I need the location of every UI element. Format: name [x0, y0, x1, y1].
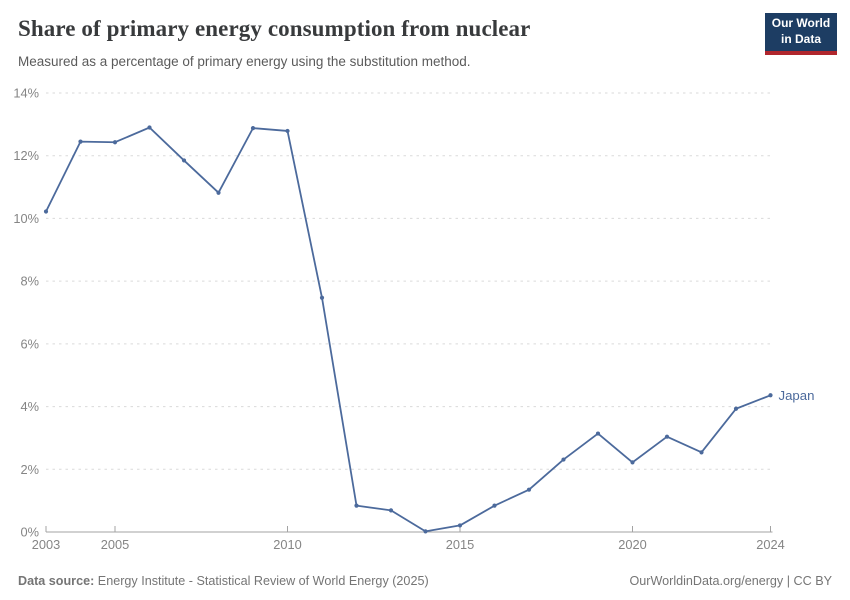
- series-end-label[interactable]: Japan: [779, 388, 815, 403]
- data-point[interactable]: [181, 158, 187, 163]
- data-point[interactable]: [112, 140, 118, 145]
- chart-title: Share of primary energy consumption from…: [18, 16, 531, 41]
- credit-link[interactable]: OurWorldinData.org/energy | CC BY: [629, 574, 832, 588]
- y-axis-tick-label: 8%: [21, 274, 40, 289]
- data-point[interactable]: [457, 523, 463, 528]
- data-point[interactable]: [43, 209, 49, 214]
- data-point[interactable]: [319, 295, 325, 300]
- x-axis-tick-label: 2003: [32, 537, 60, 552]
- data-point[interactable]: [354, 503, 359, 508]
- data-point[interactable]: [285, 128, 290, 134]
- chart-subtitle: Measured as a percentage of primary ener…: [18, 54, 471, 69]
- data-point[interactable]: [733, 406, 739, 411]
- y-axis-tick-label: 6%: [21, 336, 40, 351]
- data-point[interactable]: [526, 487, 532, 492]
- x-axis-tick-label: 2020: [618, 537, 646, 552]
- owid-logo-line1: Our World: [771, 16, 831, 31]
- x-axis-tick-label: 2024: [756, 537, 784, 552]
- y-axis-tick-label: 2%: [21, 462, 40, 477]
- line-chart[interactable]: 0% 2% 4% 6% 8% 10% 12% 14% 2003 2005 2010 2015 2020 2…: [0, 82, 850, 560]
- data-source-text: Energy Institute - Statistical Review of…: [94, 574, 429, 588]
- data-point[interactable]: [561, 457, 566, 462]
- data-point[interactable]: [768, 393, 773, 398]
- owid-logo[interactable]: Our World in Data: [765, 13, 837, 55]
- data-point[interactable]: [78, 139, 83, 144]
- data-point[interactable]: [147, 125, 152, 130]
- y-axis-tick-label: 4%: [21, 399, 40, 414]
- data-point[interactable]: [595, 431, 601, 436]
- x-axis-tick-label: 2010: [273, 537, 301, 552]
- data-source: Data source: Energy Institute - Statisti…: [18, 574, 429, 588]
- y-axis-tick-label: 12%: [13, 148, 39, 163]
- y-axis-tick-label: 0%: [21, 525, 40, 540]
- data-point[interactable]: [699, 450, 704, 455]
- y-axis-tick-label: 14%: [13, 86, 39, 101]
- data-point[interactable]: [250, 126, 256, 131]
- chart-footer: Data source: Energy Institute - Statisti…: [18, 574, 832, 588]
- series-line-japan[interactable]: [45, 126, 772, 533]
- data-point[interactable]: [216, 190, 221, 195]
- x-axis-tick-label: 2015: [446, 537, 474, 552]
- data-point[interactable]: [630, 460, 635, 465]
- data-point[interactable]: [492, 503, 497, 508]
- data-point[interactable]: [664, 434, 670, 439]
- data-source-label: Data source:: [18, 574, 95, 588]
- y-axis-tick-label: 10%: [13, 211, 39, 226]
- x-axis-tick-label: 2005: [101, 537, 129, 552]
- owid-logo-line2: in Data: [780, 32, 821, 46]
- data-point[interactable]: [423, 529, 428, 534]
- data-point[interactable]: [388, 508, 394, 513]
